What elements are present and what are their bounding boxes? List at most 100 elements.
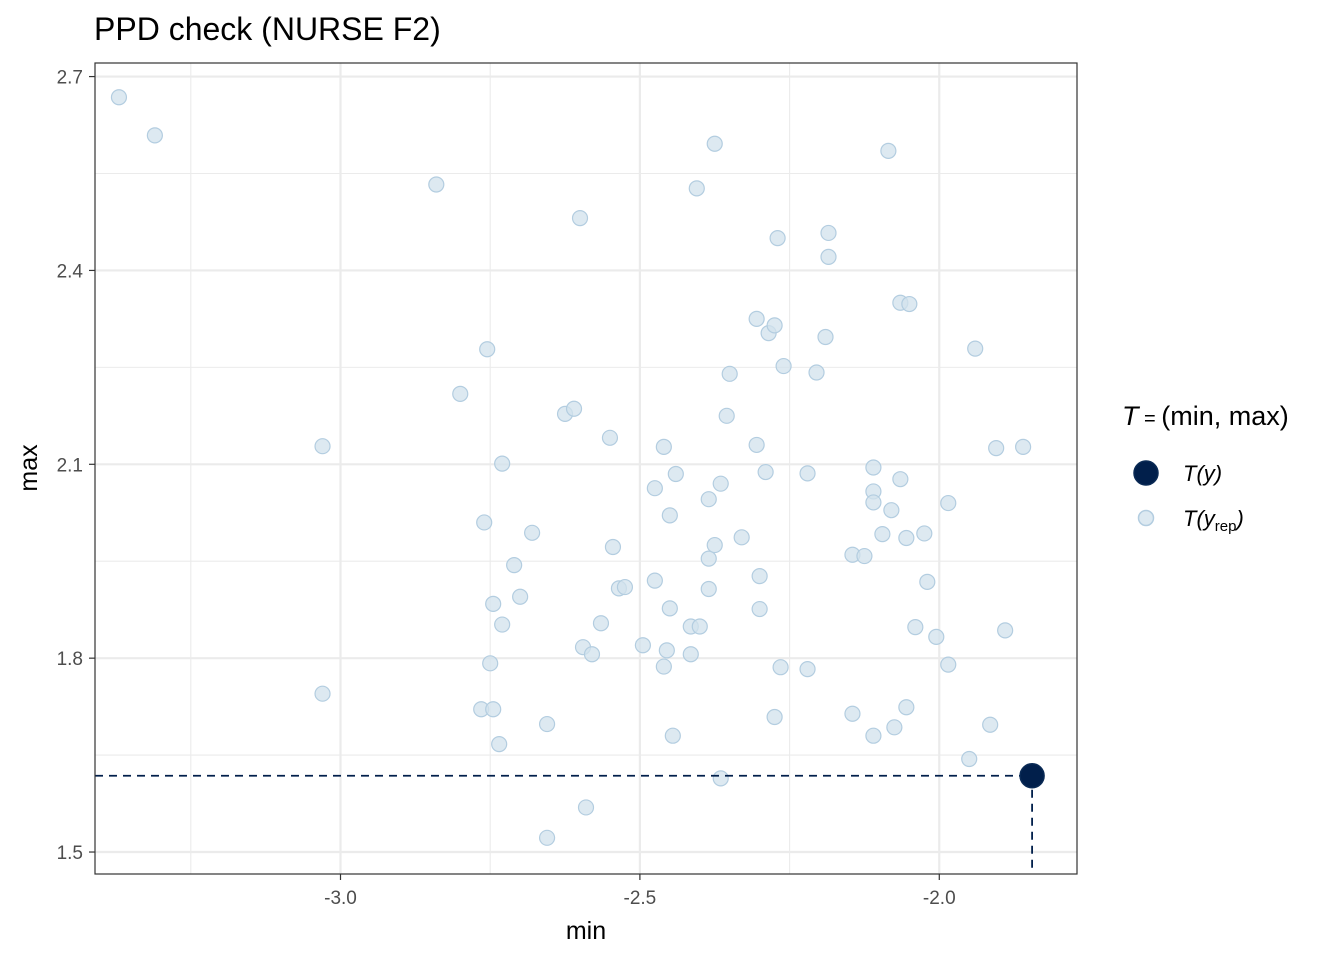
replicated-point [512, 588, 529, 605]
replicated-point [485, 701, 502, 718]
replicated-point [880, 142, 897, 159]
chart-title: PPD check (NURSE F2) [94, 11, 441, 47]
replicated-point [817, 328, 834, 346]
replicated-point [538, 715, 556, 733]
replicated-point [865, 459, 882, 476]
replicated-points [110, 89, 1032, 846]
legend-title: T = (min, max) [1122, 401, 1289, 431]
replicated-point [718, 407, 735, 424]
legend-observed-marker [1133, 460, 1159, 486]
replicated-point [883, 502, 900, 519]
replicated-point [494, 455, 511, 472]
replicated-point [482, 655, 499, 672]
replicated-point [314, 685, 331, 702]
plot-panel-border [94, 62, 1078, 875]
replicated-point [712, 770, 729, 787]
replicated-point [314, 438, 331, 455]
replicated-point [485, 595, 502, 612]
replicated-point [874, 525, 891, 543]
replicated-point [961, 750, 978, 768]
replicated-point [664, 727, 681, 744]
replicated-point [751, 600, 768, 618]
replicated-point [892, 471, 909, 488]
replicated-point [712, 475, 729, 492]
replicated-point [898, 529, 915, 547]
replicated-point [751, 567, 768, 585]
replicated-point [661, 600, 678, 617]
replicated-point [506, 557, 523, 574]
replicated-point [769, 230, 786, 247]
replicated-point [661, 507, 678, 524]
observed-reference-lines [95, 774, 1033, 874]
replicated-point [538, 829, 556, 846]
y-axis-title: max [15, 444, 43, 492]
replicated-point [476, 514, 493, 531]
x-tick-label: -2.0 [923, 888, 956, 909]
replicated-point [604, 538, 622, 556]
replicated-point [494, 616, 511, 633]
replicated-point [700, 550, 717, 567]
replicated-point [646, 480, 663, 497]
observed-point [1019, 763, 1045, 789]
replicated-point [748, 436, 765, 454]
replicated-point [565, 400, 583, 417]
replicated-point [748, 310, 765, 328]
replicated-point [700, 491, 717, 508]
replicated-point [733, 529, 750, 546]
replicated-point [967, 340, 984, 357]
replicated-point [691, 618, 708, 635]
replicated-point [592, 615, 610, 632]
replicated-point [110, 89, 128, 106]
replicated-point [844, 705, 861, 722]
replicated-point [775, 357, 792, 375]
grid-lines [95, 63, 1077, 874]
replicated-point [820, 248, 837, 265]
replicated-point [901, 295, 918, 313]
replicated-point [634, 637, 651, 654]
y-tick-label: 2.7 [57, 68, 83, 89]
y-tick-label: 1.8 [57, 649, 83, 670]
replicated-point [766, 708, 783, 726]
replicated-point [479, 341, 496, 358]
legend-observed-label: T(y) [1183, 461, 1222, 486]
replicated-point [700, 580, 717, 598]
x-tick-label: -2.5 [624, 888, 657, 909]
replicated-point [667, 465, 684, 483]
replicated-point [940, 656, 957, 673]
replicated-point [772, 659, 789, 676]
replicated-point [721, 365, 738, 382]
replicated-point [820, 224, 837, 242]
replicated-point [808, 364, 825, 381]
replicated-point [577, 799, 595, 816]
y-tick-label: 1.5 [57, 843, 83, 864]
replicated-point [916, 525, 933, 542]
legend-replicated-marker [1137, 509, 1155, 527]
replicated-point [706, 536, 723, 554]
replicated-point [1015, 438, 1032, 455]
y-axis-ticks: 1.5 1.8 2.1 2.4 2.7 [57, 68, 95, 864]
replicated-point [428, 176, 445, 193]
replicated-point [658, 642, 675, 659]
replicated-point [988, 440, 1005, 457]
x-tick-label: -3.0 [324, 888, 357, 909]
legend: T = (min, max) T(y) T(yrep) [1122, 401, 1289, 535]
observed-point-group [1019, 763, 1045, 789]
replicated-point [491, 736, 508, 753]
replicated-point [655, 658, 672, 675]
replicated-point [997, 622, 1014, 639]
replicated-point [646, 572, 663, 589]
x-axis-ticks: -3.0 -2.5 -2.0 [324, 874, 956, 909]
replicated-point [524, 524, 541, 541]
replicated-point [452, 385, 469, 402]
y-tick-label: 2.1 [57, 455, 83, 476]
replicated-point [865, 494, 882, 511]
replicated-point [601, 429, 619, 446]
replicated-point [616, 578, 634, 596]
replicated-point [856, 547, 873, 565]
replicated-point [571, 209, 589, 227]
replicated-point [928, 628, 945, 645]
replicated-point [865, 727, 882, 744]
replicated-point [799, 465, 816, 482]
x-axis-title: min [566, 917, 606, 945]
